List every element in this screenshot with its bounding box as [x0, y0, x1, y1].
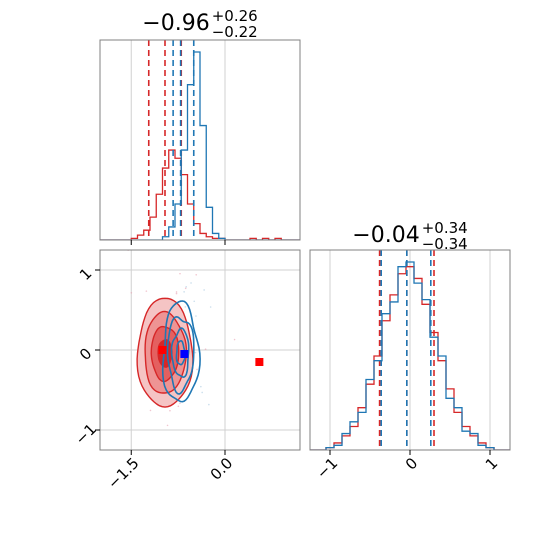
contour-marker-1	[180, 350, 189, 358]
contour-ytick-label-0: −1	[72, 420, 100, 448]
hist1-title-value: −0.96	[142, 11, 209, 36]
contour-series-0-sample	[130, 291, 133, 294]
contour-series-1-sample	[200, 385, 202, 388]
hist2-series-0-step	[310, 266, 510, 450]
contour-series-1-sample	[193, 300, 196, 303]
contour-series-1-sample	[195, 315, 197, 317]
contour-series-0-sample	[169, 409, 171, 412]
hist2-series-1-step	[310, 261, 510, 450]
contour-series-0-sample	[184, 287, 187, 290]
contour-series-0-sample	[175, 292, 178, 295]
hist1-title-minus: −0.22	[212, 23, 258, 41]
hist2-title: −0.04 +0.34	[352, 219, 467, 248]
contour-series-0-sample	[166, 424, 169, 427]
contour-series-1-sample	[183, 291, 185, 293]
contour-xtick-label-0: −1.5	[104, 454, 142, 492]
contour-series-0-sample	[196, 368, 198, 371]
hist2-xtick-label-1: 0	[402, 454, 421, 473]
hist1-series-0-step	[100, 149, 300, 240]
contour-plot	[100, 250, 300, 450]
contour-series-0-sample	[179, 402, 181, 404]
contour-series-1-sample	[209, 306, 212, 308]
hist2-plot	[310, 250, 510, 450]
hist1-series-1-step	[100, 51, 300, 240]
contour-series-0-sample	[233, 338, 236, 341]
contour-ytick-label-1: 0	[76, 345, 95, 364]
contour-ytick-label-2: 1	[76, 265, 95, 284]
hist1-plot	[100, 40, 300, 240]
hist2-xtick-label-2: 1	[482, 454, 501, 473]
contour-series-1-level-2	[170, 327, 190, 379]
contour-marker-2	[255, 358, 264, 366]
contour-series-0-sample	[149, 409, 152, 412]
contour-series-1-level-1	[166, 315, 195, 395]
contour-series-1-sample	[184, 306, 187, 308]
hist2-title-value: −0.04	[352, 223, 419, 248]
contour-marker-0	[158, 346, 167, 354]
hist1-title-plus: +0.26	[212, 7, 258, 25]
contour-series-0-sample	[204, 348, 207, 350]
contour-series-1-sample	[190, 282, 192, 284]
hist2-title-minus: −0.34	[422, 235, 468, 253]
hist2-title-plus: +0.34	[422, 219, 468, 237]
contour-series-0-sample	[175, 291, 178, 293]
hist1-title: −0.96 +0.26	[142, 7, 257, 36]
contour-series-1-sample	[201, 391, 203, 394]
contour-xtick-label-1: 0.0	[207, 454, 237, 484]
contour-series-0-sample	[177, 405, 180, 408]
contour-series-1-sample	[194, 351, 197, 354]
contour-series-1-sample	[208, 403, 210, 406]
hist2-xtick-label-0: −1	[313, 454, 341, 482]
contour-series-0-sample	[179, 272, 181, 275]
contour-series-0-sample	[145, 290, 148, 292]
hist1-frame	[99, 39, 301, 241]
contour-series-1-sample	[203, 289, 205, 291]
contour-series-0-sample	[195, 273, 198, 276]
contour-series-1-sample	[185, 286, 188, 288]
contour-series-1-level-3	[175, 339, 186, 366]
